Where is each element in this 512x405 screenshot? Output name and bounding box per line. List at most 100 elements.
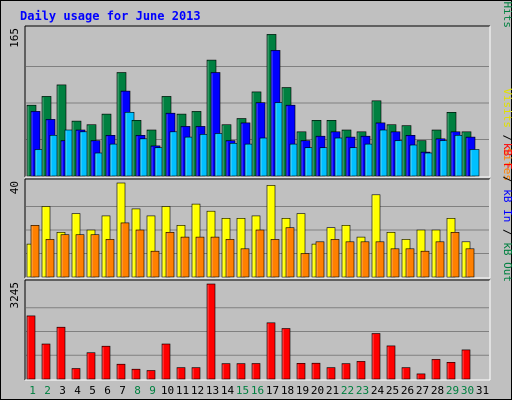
- bar-kb-f-day-29: [446, 361, 456, 380]
- y-max-label: 165: [8, 28, 21, 48]
- bar-sites-day-2: [45, 239, 55, 278]
- bar-kb-f-day-27: [416, 373, 426, 380]
- visits-panel: 40 Visits / Sites: [8, 88, 512, 279]
- bar-kb-f-day-13: [206, 283, 216, 380]
- bar-sites-day-7: [120, 222, 130, 278]
- bar-kb-f-day-12: [191, 367, 201, 380]
- x-tick-label-26: 26: [401, 384, 414, 397]
- bar-sites-day-29: [450, 232, 460, 278]
- bar-kb-f-day-25: [386, 345, 396, 380]
- x-tick-label-30: 30: [461, 384, 474, 397]
- x-tick-label-24: 24: [371, 384, 385, 397]
- bar-kb-f-day-3: [56, 326, 66, 380]
- x-tick-label-4: 4: [74, 384, 81, 397]
- bar-kb-f-day-22: [341, 363, 351, 380]
- bar-kb-f-day-10: [161, 343, 171, 380]
- bar-sites-day-9: [150, 250, 160, 278]
- x-tick-label-3: 3: [59, 384, 66, 397]
- legend-label-part: /: [501, 128, 512, 148]
- legend-label-part: /: [501, 169, 512, 189]
- legend-label-part: Hits: [501, 2, 512, 29]
- bar-sites-day-25: [390, 248, 400, 278]
- bar-sites-day-21: [330, 239, 340, 278]
- bar-kb-f-day-7: [116, 363, 126, 380]
- bar-sites-day-14: [225, 239, 235, 278]
- bar-kb-f-day-18: [281, 328, 291, 380]
- legend-label: Pages / Files / Hits: [501, 0, 512, 28]
- x-tick-label-11: 11: [176, 384, 189, 397]
- bar-kb-f-day-15: [236, 363, 246, 380]
- legend-label-part: kB F: [501, 143, 512, 170]
- bar-sites-day-20: [315, 241, 325, 278]
- x-tick-label-5: 5: [89, 384, 96, 397]
- legend-label: Visits / Sites: [501, 88, 512, 181]
- bar-kb-f-day-9: [146, 370, 156, 380]
- x-tick-label-1: 1: [29, 384, 36, 397]
- x-tick-label-15: 15: [236, 384, 249, 397]
- x-tick-label-31: 31: [476, 384, 489, 397]
- bar-sites-day-13: [210, 236, 220, 278]
- x-tick-label-17: 17: [266, 384, 279, 397]
- x-tick-label-22: 22: [341, 384, 354, 397]
- bar-kb-f-day-26: [401, 367, 411, 380]
- x-tick-label-8: 8: [134, 384, 141, 397]
- bar-sites-day-10: [165, 232, 175, 278]
- bar-sites-day-8: [135, 229, 145, 278]
- bar-sites-day-1: [30, 225, 40, 278]
- bar-sites-day-23: [360, 241, 370, 278]
- x-tick-label-18: 18: [281, 384, 294, 397]
- legend-label-part: kB In: [501, 189, 512, 222]
- bar-kb-f-day-19: [296, 362, 306, 380]
- x-tick-label-21: 21: [326, 384, 339, 397]
- bar-sites-day-22: [345, 241, 355, 278]
- y-max-label: 3245: [8, 282, 21, 309]
- x-tick-label-14: 14: [221, 384, 235, 397]
- legend-label-part: /: [501, 0, 512, 2]
- x-tick-label-20: 20: [311, 384, 324, 397]
- bar-kb-f-day-8: [131, 368, 141, 380]
- bar-kb-f-day-1: [26, 315, 36, 380]
- x-tick-label-6: 6: [104, 384, 111, 397]
- bar-sites-day-15: [240, 248, 250, 278]
- x-tick-label-7: 7: [119, 384, 126, 397]
- legend-label: kB F / kB In / kB Out: [501, 143, 512, 282]
- bar-sites-day-27: [420, 250, 430, 278]
- bar-sites-day-12: [195, 236, 205, 278]
- bar-kb-f-day-28: [431, 359, 441, 380]
- x-tick-label-12: 12: [191, 384, 204, 397]
- bar-sites-day-19: [300, 253, 310, 278]
- bar-sites-day-3: [60, 234, 70, 278]
- y-max-label: 40: [8, 181, 21, 194]
- bar-kb-f-day-24: [371, 333, 381, 380]
- bar-pages-day-30: [469, 149, 480, 177]
- kbytes-panel: 3245 kB F / kB In / kB Out: [8, 143, 512, 381]
- hits-panel: 165 Pages / Files / Hits: [8, 0, 512, 178]
- bar-kb-f-day-21: [326, 367, 336, 380]
- x-tick-label-16: 16: [251, 384, 264, 397]
- x-tick-label-2: 2: [44, 384, 51, 397]
- bar-kb-f-day-6: [101, 345, 111, 380]
- bar-kb-f-day-30: [461, 349, 471, 380]
- bar-kb-f-day-23: [356, 361, 366, 380]
- bar-kb-f-day-5: [86, 352, 96, 380]
- bar-sites-day-6: [105, 239, 115, 278]
- bar-sites-day-24: [375, 241, 385, 278]
- bar-sites-day-28: [435, 241, 445, 278]
- legend-label-part: Sites: [501, 148, 512, 181]
- x-tick-label-23: 23: [356, 384, 369, 397]
- x-tick-label-25: 25: [386, 384, 399, 397]
- x-tick-label-29: 29: [446, 384, 459, 397]
- bar-kb-f-day-17: [266, 322, 276, 380]
- x-tick-label-27: 27: [416, 384, 429, 397]
- x-tick-label-19: 19: [296, 384, 309, 397]
- bar-kb-f-day-4: [71, 368, 81, 380]
- x-tick-label-9: 9: [149, 384, 156, 397]
- bar-sites-day-11: [180, 236, 190, 278]
- bar-kb-f-day-16: [251, 363, 261, 380]
- x-tick-label-13: 13: [206, 384, 219, 397]
- bar-sites-day-18: [285, 227, 295, 278]
- bar-sites-day-16: [255, 229, 265, 278]
